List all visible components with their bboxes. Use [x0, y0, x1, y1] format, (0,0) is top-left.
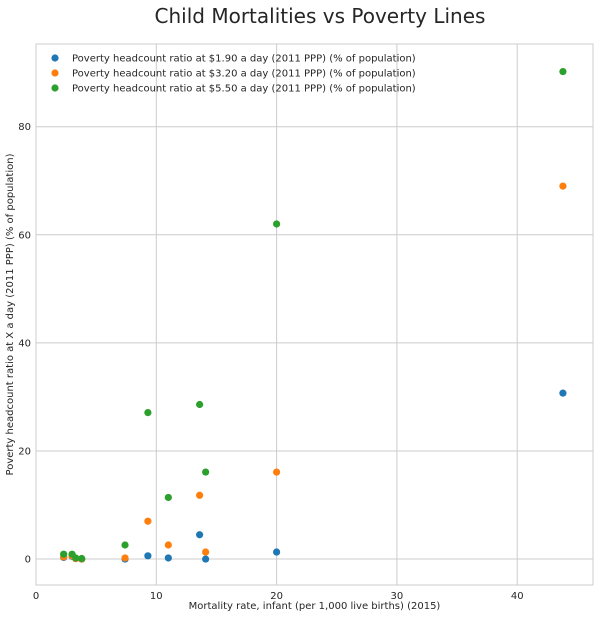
data-point-series-1	[164, 554, 172, 562]
y-tick-label: 20	[18, 446, 31, 457]
data-point-series-1	[559, 389, 567, 397]
data-point-series-3	[72, 554, 80, 562]
y-tick-label: 80	[18, 122, 31, 133]
x-tick-label: 10	[150, 591, 163, 602]
x-tick-label: 20	[270, 591, 283, 602]
data-point-series-3	[202, 468, 210, 476]
data-point-series-2	[202, 548, 210, 556]
data-point-series-3	[121, 541, 129, 549]
data-point-series-3	[164, 493, 172, 502]
y-tick-labels: 0 20 40 60 80	[18, 122, 31, 565]
legend-label-series-3: Poverty headcount ratio at $5.50 a day (…	[72, 84, 416, 95]
data-point-series-3	[196, 400, 204, 409]
data-point-series-3	[559, 67, 567, 76]
data-point-series-1	[273, 548, 281, 556]
legend-marker-series-2	[51, 69, 59, 77]
data-point-series-3	[60, 550, 68, 558]
data-point-series-2	[559, 182, 567, 190]
data-point-series-1	[196, 531, 204, 539]
y-axis-label: Poverty headcount ratio at X a day (2011…	[5, 153, 16, 475]
legend-label-series-1: Poverty headcount ratio at $1.90 a day (…	[72, 54, 416, 65]
data-point-series-3	[78, 554, 86, 563]
x-tick-label: 0	[33, 591, 39, 602]
legend: Poverty headcount ratio at $1.90 a day (…	[51, 54, 416, 95]
x-tick-label: 40	[511, 591, 524, 602]
data-point-series-2	[121, 554, 129, 562]
data-point-series-1	[202, 555, 210, 563]
x-axis-label: Mortality rate, infant (per 1,000 live b…	[189, 601, 441, 612]
chart-title: Child Mortalities vs Poverty Lines	[155, 4, 486, 28]
plot-frame	[35, 43, 594, 586]
legend-marker-series-3	[51, 84, 59, 92]
y-tick-label: 0	[25, 555, 31, 566]
y-tick-label: 40	[18, 338, 31, 349]
data-point-series-2	[164, 541, 172, 549]
data-point-series-2	[273, 468, 281, 476]
legend-marker-series-1	[51, 54, 59, 62]
x-tick-label: 30	[391, 591, 404, 602]
grid-layer	[35, 44, 593, 585]
data-points	[60, 67, 567, 563]
data-point-series-1	[144, 552, 152, 560]
data-point-series-3	[144, 408, 152, 417]
data-point-series-2	[196, 491, 204, 499]
data-point-series-3	[273, 220, 281, 228]
data-point-series-2	[144, 517, 152, 525]
legend-label-series-2: Poverty headcount ratio at $3.20 a day (…	[72, 69, 416, 80]
y-tick-label: 60	[18, 230, 31, 241]
x-tick-labels: 0 10 20 30 40	[33, 591, 524, 602]
